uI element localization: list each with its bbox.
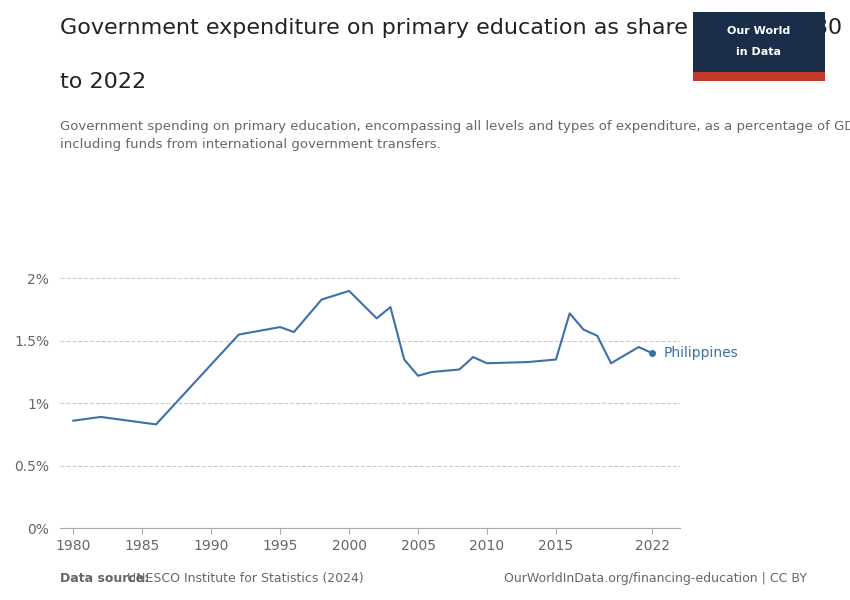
Text: UNESCO Institute for Statistics (2024): UNESCO Institute for Statistics (2024) <box>123 572 364 585</box>
Text: OurWorldInData.org/financing-education | CC BY: OurWorldInData.org/financing-education |… <box>505 572 808 585</box>
Text: Philippines: Philippines <box>664 346 739 360</box>
Text: Our World: Our World <box>727 26 790 37</box>
Text: to 2022: to 2022 <box>60 72 145 92</box>
Text: in Data: in Data <box>736 47 781 57</box>
Text: Data source:: Data source: <box>60 572 149 585</box>
Text: Government expenditure on primary education as share of GDP, 1980: Government expenditure on primary educat… <box>60 18 841 38</box>
Text: Government spending on primary education, encompassing all levels and types of e: Government spending on primary education… <box>60 120 850 151</box>
